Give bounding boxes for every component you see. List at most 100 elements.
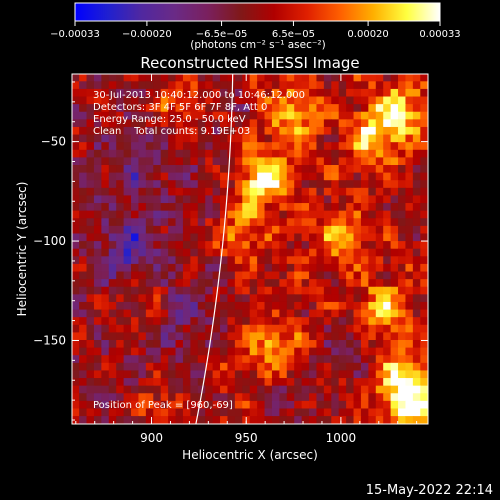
heatmap-cell xyxy=(145,301,154,311)
heatmap-cell xyxy=(346,256,355,265)
heatmap-cell xyxy=(301,271,310,280)
heatmap-cell xyxy=(131,263,140,273)
heatmap-cell xyxy=(123,241,132,250)
heatmap-cell xyxy=(197,241,206,250)
heatmap-cell xyxy=(220,279,229,288)
heatmap-cell xyxy=(220,172,229,181)
heatmap-cell xyxy=(212,241,221,250)
heatmap-cell xyxy=(116,309,125,318)
heatmap-cell xyxy=(301,74,310,82)
heatmap-cell xyxy=(212,317,221,326)
heatmap-cell xyxy=(242,355,251,364)
heatmap-cell xyxy=(205,218,214,227)
heatmap-cell xyxy=(212,111,221,120)
heatmap-cell xyxy=(316,248,325,257)
heatmap-cell xyxy=(338,81,347,90)
heatmap-cell xyxy=(138,241,147,250)
heatmap-cell xyxy=(123,294,132,303)
heatmap-cell xyxy=(279,263,288,273)
heatmap-cell xyxy=(220,263,229,273)
heatmap-cell xyxy=(175,393,184,402)
heatmap-cell xyxy=(420,248,428,257)
heatmap-cell xyxy=(242,81,251,90)
heatmap-cell xyxy=(168,378,177,387)
heatmap-cell xyxy=(331,347,340,356)
heatmap-cell xyxy=(420,378,428,387)
heatmap-cell xyxy=(116,279,125,288)
heatmap-cell xyxy=(242,88,251,98)
heatmap-cell xyxy=(205,195,214,204)
heatmap-cell xyxy=(271,88,280,98)
heatmap-cell xyxy=(405,378,414,387)
heatmap-cell xyxy=(331,416,340,424)
heatmap-cell xyxy=(264,355,273,364)
heatmap-cell xyxy=(175,203,184,212)
heatmap-cell xyxy=(101,362,110,372)
heatmap-cell xyxy=(368,195,377,204)
heatmap-cell xyxy=(316,157,325,166)
heatmap-cell xyxy=(205,225,214,235)
heatmap-cell xyxy=(212,256,221,265)
heatmap-cell xyxy=(316,195,325,204)
heatmap-cell xyxy=(420,218,428,227)
heatmap-cell xyxy=(383,74,392,82)
heatmap-cell xyxy=(383,301,392,311)
heatmap-cell xyxy=(116,263,125,273)
heatmap-cell xyxy=(79,385,88,394)
heatmap-cell xyxy=(420,88,428,98)
heatmap-cell xyxy=(205,355,214,364)
heatmap-cell xyxy=(271,263,280,273)
heatmap-cell xyxy=(234,88,243,98)
heatmap-cell xyxy=(301,263,310,273)
heatmap-cell xyxy=(101,149,110,158)
heatmap-cell xyxy=(309,241,318,250)
heatmap-cell xyxy=(101,225,110,235)
heatmap-cell xyxy=(116,393,125,402)
heatmap-cell xyxy=(383,187,392,197)
heatmap-cell xyxy=(168,203,177,212)
heatmap-cell xyxy=(234,210,243,219)
colorbar-tick-label: −6.5e−05 xyxy=(196,29,248,40)
heatmap-cell xyxy=(212,126,221,136)
heatmap-cell xyxy=(190,74,199,82)
heatmap-cell xyxy=(108,263,117,273)
heatmap-cell xyxy=(138,324,147,333)
heatmap-cell xyxy=(212,416,221,424)
heatmap-cell xyxy=(79,74,88,82)
heatmap-cell xyxy=(72,126,80,136)
heatmap-cell xyxy=(153,180,162,189)
heatmap-cell xyxy=(160,340,169,349)
heatmap-cell xyxy=(227,416,236,424)
heatmap-cell xyxy=(346,416,355,424)
heatmap-cell xyxy=(182,317,191,326)
heatmap-cell xyxy=(405,332,414,341)
heatmap-cell xyxy=(412,157,421,166)
heatmap-cell xyxy=(242,142,251,151)
heatmap-cell xyxy=(309,172,318,181)
heatmap-cell xyxy=(205,126,214,136)
heatmap-cell xyxy=(316,400,325,410)
heatmap-cell xyxy=(168,218,177,227)
heatmap-cell xyxy=(101,81,110,90)
heatmap-cell xyxy=(346,96,355,105)
heatmap-cell xyxy=(227,370,236,379)
heatmap-cell xyxy=(93,355,102,364)
heatmap-cell xyxy=(212,400,221,410)
heatmap-cell xyxy=(420,233,428,242)
heatmap-cell xyxy=(398,294,407,303)
heatmap-cell xyxy=(323,263,332,273)
heatmap-cell xyxy=(360,96,369,105)
heatmap-cell xyxy=(101,279,110,288)
heatmap-cell xyxy=(264,248,273,257)
heatmap-cell xyxy=(220,218,229,227)
heatmap-cell xyxy=(346,195,355,204)
heatmap-cell xyxy=(301,416,310,424)
heatmap-cell xyxy=(108,317,117,326)
heatmap-cell xyxy=(116,355,125,364)
heatmap-cell xyxy=(145,286,154,295)
heatmap-cell xyxy=(234,408,243,417)
heatmap-cell xyxy=(286,149,295,158)
heatmap-cell xyxy=(279,332,288,341)
heatmap-cell xyxy=(257,225,266,235)
heatmap-cell xyxy=(249,157,258,166)
